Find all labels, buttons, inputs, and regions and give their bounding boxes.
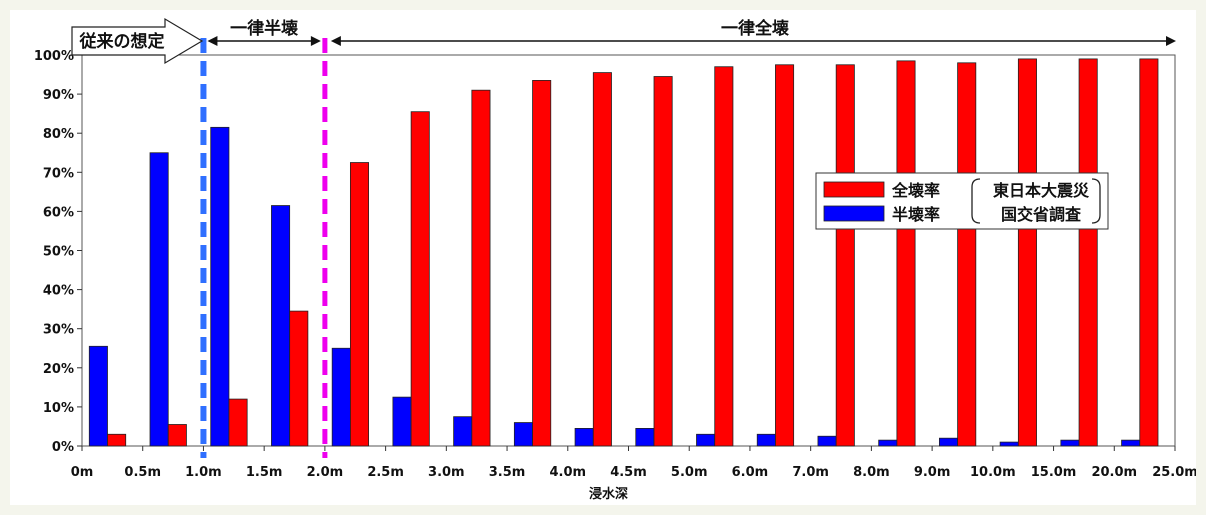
bar-half <box>574 428 594 447</box>
y-tick-label: 20% <box>43 362 74 377</box>
bar-full <box>532 80 552 447</box>
bar-half <box>696 433 716 447</box>
threshold-lines <box>200 38 328 458</box>
y-tick-label: 40% <box>43 284 74 299</box>
legend-bracket-right <box>1091 178 1101 224</box>
x-axis-title: 浸水深 <box>589 486 628 502</box>
y-tick-label: 0% <box>52 440 74 455</box>
bar-half <box>999 441 1019 447</box>
assumption-label: 従来の想定 <box>79 31 165 52</box>
bar-full <box>167 424 187 447</box>
x-tick-label: 5.0m <box>671 465 708 480</box>
bar-full <box>410 111 430 447</box>
bar-half <box>88 345 108 447</box>
bar-full <box>957 62 977 447</box>
bars <box>88 58 1159 447</box>
plot-area <box>81 54 1176 447</box>
x-tick-label: 15.0m <box>1031 465 1077 480</box>
bar-full <box>896 60 916 447</box>
bar-half <box>756 433 776 447</box>
bar-full <box>228 398 248 447</box>
legend-note: 東日本大震災 <box>993 181 1090 200</box>
legend-bracket-left <box>971 178 981 224</box>
bar-full <box>714 66 734 447</box>
half-range-label: 一律半壊 <box>230 18 299 39</box>
x-tick-label: 4.0m <box>549 465 586 480</box>
x-tick-label: 10.0m <box>970 465 1016 480</box>
bar-half <box>453 416 473 447</box>
x-tick-label: 3.0m <box>428 465 465 480</box>
x-tick-label: 1.5m <box>246 465 283 480</box>
full-range-label: 一律全壊 <box>721 18 790 39</box>
bar-half <box>938 437 959 447</box>
x-tick-label: 0.5m <box>124 465 161 480</box>
bar-half <box>331 347 351 447</box>
x-tick-label: 7.0m <box>792 465 829 480</box>
full-range-arrow-left <box>330 36 341 46</box>
bar-full <box>775 64 795 447</box>
legend-note2: 国交省調査 <box>1001 205 1081 224</box>
x-tick-label: 8.0m <box>853 465 890 480</box>
bar-half <box>878 439 898 447</box>
half-range-arrow-left <box>207 36 218 46</box>
x-tick-label: 2.5m <box>367 465 404 480</box>
bar-full <box>1078 58 1098 447</box>
y-tick-label: 80% <box>43 127 74 142</box>
x-tick-label: 0m <box>71 465 94 480</box>
x-tick-label: 2.0m <box>307 465 344 480</box>
y-tick-label: 10% <box>43 401 74 416</box>
x-tick-label: 9.0m <box>914 465 951 480</box>
bar-full <box>653 76 673 447</box>
y-tick-label: 50% <box>43 245 74 260</box>
legend-swatch-half <box>823 205 885 222</box>
x-tick-label: 1.0m <box>185 465 222 480</box>
legend-swatch-full <box>823 181 885 198</box>
bar-half <box>271 205 291 447</box>
half-range-arrow-right <box>310 36 321 46</box>
bar-full <box>835 64 855 447</box>
x-tick-label: 4.5m <box>610 465 647 480</box>
legend-label-half: 半壊率 <box>892 205 940 224</box>
bar-half <box>210 126 230 447</box>
annotations: 従来の想定 一律半壊 一律全壊 <box>71 17 1176 65</box>
bar-half <box>392 396 412 447</box>
full-range-arrow-right <box>1166 36 1176 46</box>
y-tick-label: 90% <box>43 88 74 103</box>
bar-full <box>107 433 127 447</box>
bar-half <box>149 152 169 447</box>
bar-half <box>1060 439 1080 447</box>
x-tick-label: 25.0m <box>1152 465 1196 480</box>
chart-frame: 0% 10% 20% 30% 40% 50% 60% 70% 80% 90% 100% 0m 0.5m… <box>10 10 1196 505</box>
bar-full <box>1139 58 1159 447</box>
x-tick-label: 3.5m <box>489 465 526 480</box>
bar-half <box>817 435 837 447</box>
bar-half <box>635 428 655 447</box>
bar-half <box>513 422 533 447</box>
y-tick-label: 70% <box>43 166 74 181</box>
bar-chart: 0% 10% 20% 30% 40% 50% 60% 70% 80% 90% 100% 0m 0.5m… <box>34 17 1196 502</box>
legend-label-full: 全壊率 <box>891 181 940 200</box>
x-tick-label: 20.0m <box>1091 465 1137 480</box>
bar-full <box>1017 58 1037 447</box>
y-tick-label: 100% <box>34 49 74 64</box>
y-tick-label: 60% <box>43 205 74 220</box>
x-tick-label: 6.0m <box>732 465 769 480</box>
y-tick-label: 30% <box>43 323 74 338</box>
x-axis: 0m 0.5m 1.0m 1.5m 2.0m 2.5m 3.0m 3.5m 4.0m 4.5m 5.… <box>71 446 1196 502</box>
bar-full <box>349 162 370 447</box>
bar-full <box>471 89 491 447</box>
assumption-arrow <box>71 17 204 65</box>
bar-half <box>1121 439 1141 447</box>
bar-full <box>289 310 309 447</box>
bar-full <box>592 72 612 447</box>
